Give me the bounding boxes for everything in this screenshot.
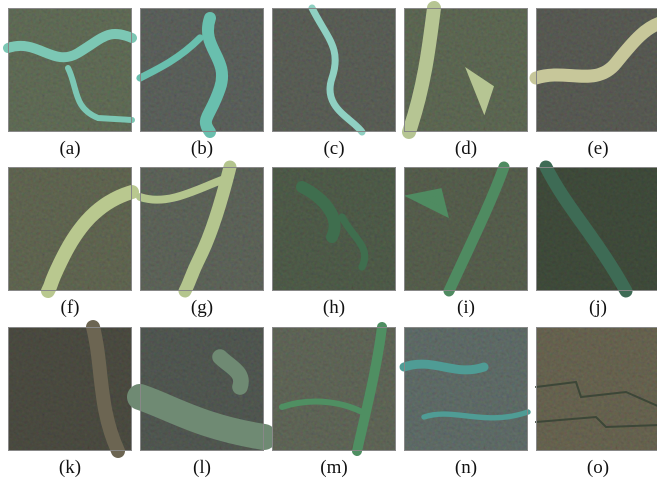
- image-tile: [8, 167, 132, 291]
- panel-label: (j): [589, 297, 607, 318]
- tile-background: [404, 327, 528, 451]
- panel-label: (l): [193, 457, 211, 478]
- panel-label: (d): [455, 138, 477, 159]
- image-tile: [272, 167, 396, 291]
- image-tile: [140, 167, 264, 291]
- image-tile: [404, 327, 528, 451]
- panel-label: (i): [457, 297, 475, 318]
- tile-background: [536, 327, 657, 451]
- image-tile: [8, 327, 132, 451]
- tile-background: [8, 167, 132, 291]
- image-tile: [272, 327, 396, 451]
- image-tile: [536, 327, 657, 451]
- tile-background: [404, 167, 528, 291]
- image-tile: [140, 8, 264, 132]
- image-tile: [536, 167, 657, 291]
- panel-label: (g): [191, 297, 213, 318]
- page: (a) (b) (c) (d) (e) (f) (g) (h) (i) (j) (k) (l) (m) (…: [0, 0, 657, 480]
- figure: (a) (b) (c) (d) (e) (f) (g) (h) (i) (j) (k) (l) (m) (…: [0, 0, 657, 480]
- panel-label: (c): [323, 138, 344, 159]
- panel-label: (f): [61, 297, 80, 318]
- image-tile: [272, 8, 396, 132]
- panel-label: (m): [320, 457, 347, 478]
- image-tile: [536, 8, 657, 132]
- image-tile: [140, 327, 264, 451]
- panel-label: (o): [587, 457, 609, 478]
- panel-label: (h): [323, 297, 345, 318]
- panel-label: (k): [59, 457, 81, 478]
- image-tile: [404, 8, 528, 132]
- panel-label: (e): [587, 138, 608, 159]
- image-tile: [404, 167, 528, 291]
- panel-label: (n): [455, 457, 477, 478]
- panel-label: (b): [191, 138, 213, 159]
- panel-label: (a): [59, 138, 80, 159]
- image-tile: [8, 8, 132, 132]
